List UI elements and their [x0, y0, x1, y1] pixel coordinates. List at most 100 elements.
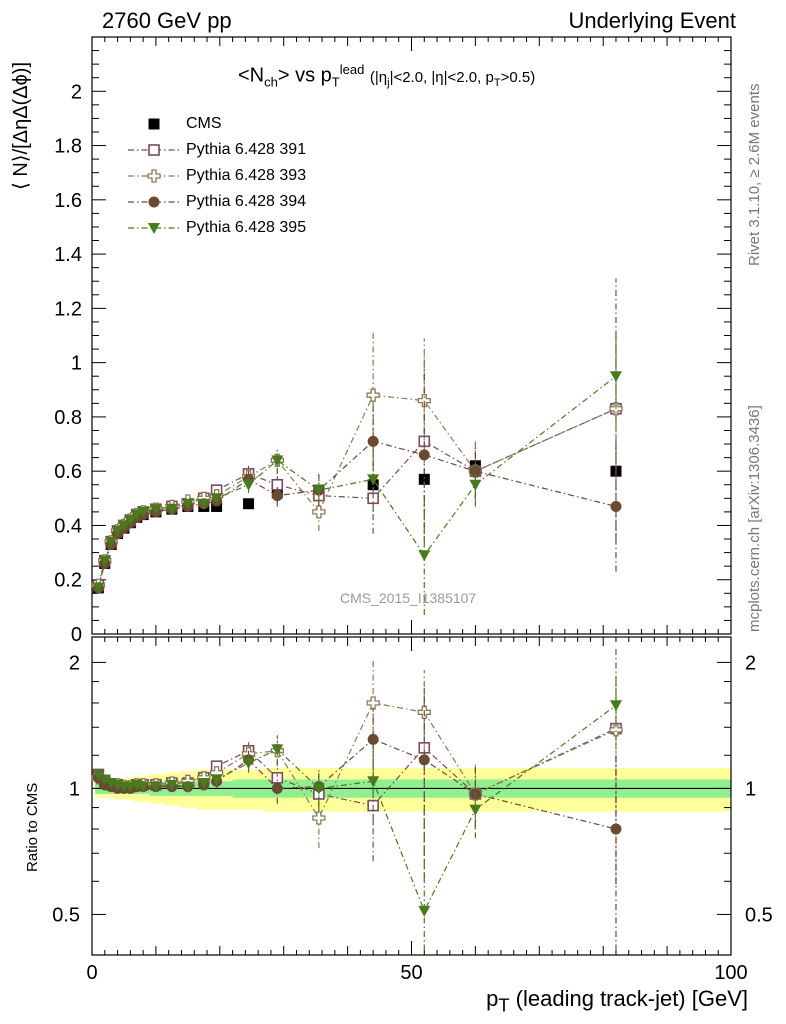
data-point [312, 485, 325, 497]
main-y-tick-label: 1.4 [54, 244, 82, 266]
ratio-data-point [92, 769, 105, 781]
title-cut-c: >0.5) [500, 68, 536, 86]
main-y-tick-label: 2 [71, 81, 82, 103]
ratio-data-point [418, 905, 431, 917]
series-line [97, 408, 617, 586]
data-point [181, 498, 194, 510]
ratio-data-point [367, 733, 379, 745]
y-axis-label-main: ⟨ N⟩/[ΔηΔ(Δϕ)] [10, 62, 32, 190]
mcplots-reference-label: mcplots.cern.ch [arXiv:1306.3436] [746, 405, 763, 632]
data-point [469, 479, 482, 491]
main-y-tick-label: 0 [71, 624, 82, 646]
series-line [97, 375, 617, 589]
y-axis-label-ratio: Ratio to CMS [24, 782, 41, 872]
x-axis-label: pT (leading track-jet) [GeV] [486, 986, 748, 1016]
x-tick-label: 50 [400, 962, 422, 984]
data-point [111, 525, 124, 537]
data-point [124, 515, 137, 527]
title-p-sup: lead [339, 62, 365, 77]
legend-label-393: Pythia 6.428 393 [186, 167, 307, 184]
x-tick-label: 100 [714, 962, 747, 984]
title-p-sub: T [331, 74, 340, 90]
series-group-4 [92, 330, 622, 616]
ratio-data-point [210, 774, 223, 786]
data-point [417, 393, 431, 408]
main-y-tick-label: 0.2 [54, 570, 82, 592]
title-n-sub: ch [264, 74, 278, 90]
process-label: Underlying Event [568, 8, 736, 33]
ratio-series-line [98, 702, 617, 820]
ratio-data-point [271, 782, 283, 794]
ratio-data-point [366, 696, 380, 710]
data-point [98, 555, 111, 567]
ratio-y-tick-label-left: 0.5 [52, 904, 80, 926]
title-cut-a-sub: j [387, 76, 390, 89]
ratio-data-point [271, 744, 284, 756]
legend-label-cms: CMS [186, 115, 222, 132]
legend-marker [148, 223, 160, 234]
ratio-y-tick-label-right: 0.5 [745, 904, 773, 926]
x-axis-label-sub: T [498, 994, 510, 1016]
data-point [367, 435, 379, 447]
x-tick-label: 0 [86, 962, 97, 984]
title-cut-b: |<2.0, |η|<2.0, p [389, 68, 494, 86]
data-point [210, 493, 223, 505]
legend-label-394: Pythia 6.428 394 [186, 193, 307, 210]
rivet-version-label: Rivet 3.1.10, ≥ 2.6M events [746, 83, 763, 267]
series-group-2 [91, 330, 623, 592]
series-group-1 [92, 278, 622, 591]
data-point [367, 474, 380, 486]
data-point [105, 536, 118, 548]
data-point [469, 465, 481, 477]
data-point [312, 505, 326, 519]
ratio-y-tick-label-left: 1 [69, 778, 80, 800]
series-group-3 [92, 368, 622, 594]
ratio-data-point [367, 776, 380, 788]
data-point [271, 455, 284, 467]
ratio-data-point [312, 783, 325, 795]
ratio-data-point [609, 723, 623, 737]
data-point [117, 520, 130, 532]
title-cut-a: (|η [369, 68, 388, 86]
main-y-tick-label: 1.8 [54, 136, 82, 158]
ratio-data-point [181, 781, 194, 793]
x-axis-label-p: p [486, 986, 499, 1011]
ratio-data-point [418, 754, 430, 766]
x-axis-label-rest: (leading track-jet) [GeV] [509, 986, 748, 1011]
ratio-series-group-2 [92, 688, 622, 951]
title-mid: > vs p [277, 64, 332, 87]
data-point [609, 371, 622, 383]
data-point [165, 504, 178, 516]
energy-label: 2760 GeV pp [102, 8, 232, 33]
legend-marker [148, 118, 160, 130]
main-y-tick-label: 0.8 [54, 407, 82, 429]
ratio-series-line [97, 728, 617, 807]
ratio-data-point [609, 700, 622, 712]
data-point [366, 388, 380, 402]
data-point [149, 504, 162, 516]
main-y-tick-label: 1.6 [54, 190, 82, 212]
data-point [418, 449, 430, 461]
ratio-data-point [271, 772, 284, 784]
ratio-data-point [610, 823, 622, 835]
ratio-series-group-0 [92, 645, 622, 885]
main-y-tick-label: 0.4 [54, 515, 82, 537]
ratio-y-tick-label-left: 2 [69, 652, 80, 674]
data-point [92, 582, 105, 594]
ratio-series-group-3 [92, 675, 622, 951]
legend-label-391: Pythia 6.428 391 [186, 141, 307, 158]
ratio-data-point [469, 804, 482, 816]
analysis-watermark: CMS_2015_I1385107 [340, 590, 477, 606]
data-point [418, 550, 431, 562]
legend-marker [147, 169, 161, 183]
legend-marker [148, 196, 160, 208]
ratio-y-tick-label-right: 2 [745, 652, 756, 674]
main-y-tick-label: 1.2 [54, 298, 82, 320]
legend-marker [148, 144, 160, 156]
data-point [130, 509, 143, 521]
ratio-data-point [137, 781, 150, 793]
title-cuts: (|ηj|<2.0, |η|<2.0, pT>0.5) [369, 68, 536, 89]
ratio-y-tick-label-right: 1 [745, 778, 756, 800]
plot-title: <Nch> vs pTlead (|ηj|<2.0, |η|<2.0, pT>0… [238, 62, 535, 90]
